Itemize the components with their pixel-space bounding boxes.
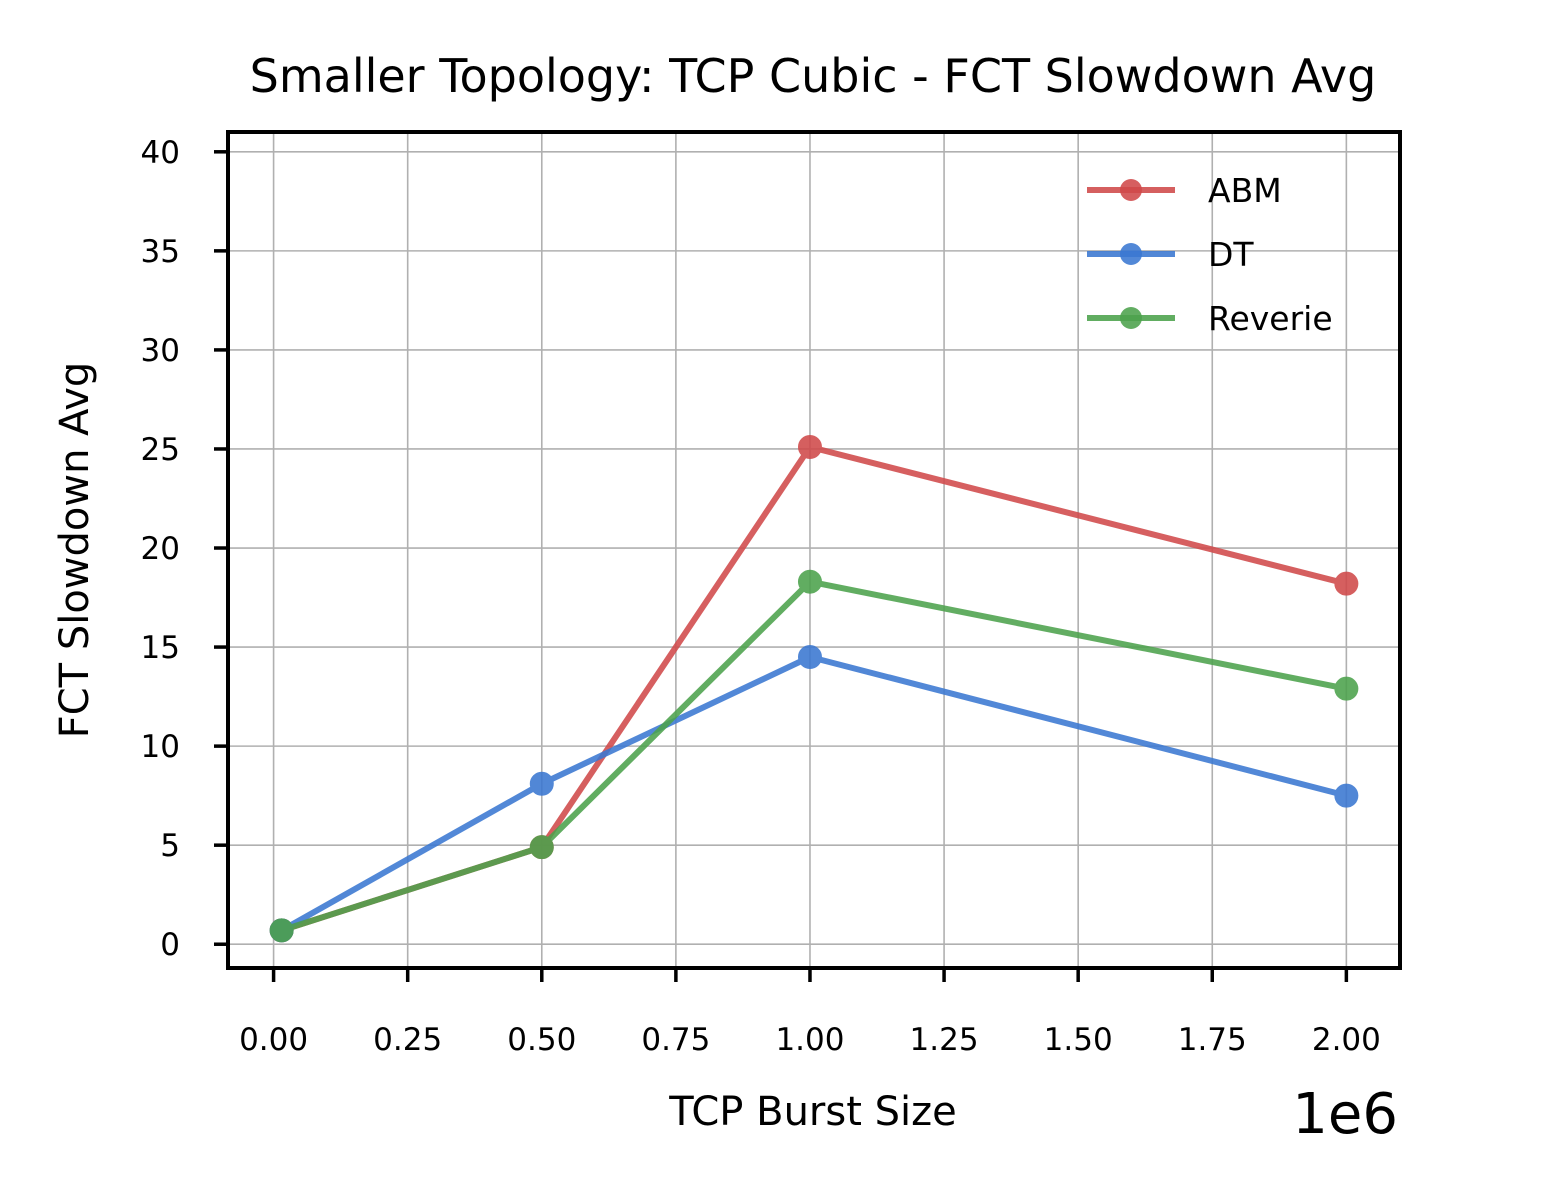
series-reverie <box>269 569 1359 943</box>
data-point-dt <box>797 644 822 669</box>
y-axis-ticks: 0 5 10 15 20 25 30 35 40 <box>141 135 228 963</box>
y-tick-label: 40 <box>141 135 180 171</box>
legend-marker-dt <box>1120 243 1142 265</box>
y-tick-label: 10 <box>141 729 180 765</box>
data-point-dt <box>529 771 554 796</box>
y-tick-label: 0 <box>160 927 180 963</box>
legend-label-abm: ABM <box>1208 171 1282 210</box>
x-tick-label: 1.50 <box>1044 1022 1113 1058</box>
data-point-reverie <box>269 918 294 943</box>
legend-marker-abm <box>1120 179 1142 201</box>
series-line-reverie <box>280 578 1347 934</box>
plot-frame <box>226 130 1402 970</box>
x-axis-ticks: 0.00 0.25 0.50 0.75 1.00 1.25 1.50 1.75 2.00 <box>239 968 1381 1058</box>
series-abm <box>269 434 1359 943</box>
legend-item-dt: DT <box>1087 235 1254 274</box>
legend-item-abm: ABM <box>1087 171 1282 210</box>
x-tick-label: 0.00 <box>239 1022 308 1058</box>
y-tick-label: 30 <box>141 333 180 369</box>
series-layer <box>269 434 1359 943</box>
series-line-dt <box>280 653 1348 933</box>
data-point-abm <box>797 434 822 459</box>
y-axis-label: FCT Slowdown Avg <box>52 362 98 739</box>
series-line-abm <box>280 443 1348 934</box>
x-axis-label: TCP Burst Size <box>668 1089 956 1135</box>
chart-title: Smaller Topology: TCP Cubic - FCT Slowdo… <box>250 49 1377 103</box>
legend-label-dt: DT <box>1208 235 1254 274</box>
legend: ABM DT Reverie <box>1087 171 1333 338</box>
x-tick-label: 0.25 <box>373 1022 442 1058</box>
x-tick-label: 0.50 <box>507 1022 576 1058</box>
x-tick-label: 1.25 <box>910 1022 979 1058</box>
x-axis-offset-label: 1e6 <box>1292 1082 1398 1147</box>
y-tick-label: 5 <box>160 828 180 864</box>
legend-item-reverie: Reverie <box>1087 299 1333 338</box>
y-tick-label: 25 <box>141 432 180 468</box>
data-point-abm <box>1334 571 1359 596</box>
y-tick-label: 35 <box>141 234 180 270</box>
legend-marker-reverie <box>1120 307 1142 329</box>
y-tick-label: 15 <box>141 630 180 666</box>
series-dt <box>269 644 1359 943</box>
x-tick-label: 1.75 <box>1178 1022 1247 1058</box>
data-point-reverie <box>529 835 554 860</box>
x-tick-label: 2.00 <box>1312 1022 1381 1058</box>
legend-label-reverie: Reverie <box>1208 299 1333 338</box>
data-point-reverie <box>797 569 822 594</box>
data-point-dt <box>1334 783 1359 808</box>
y-tick-label: 20 <box>141 531 180 567</box>
x-tick-label: 1.00 <box>775 1022 844 1058</box>
x-tick-label: 0.75 <box>641 1022 710 1058</box>
data-point-reverie <box>1334 676 1359 701</box>
